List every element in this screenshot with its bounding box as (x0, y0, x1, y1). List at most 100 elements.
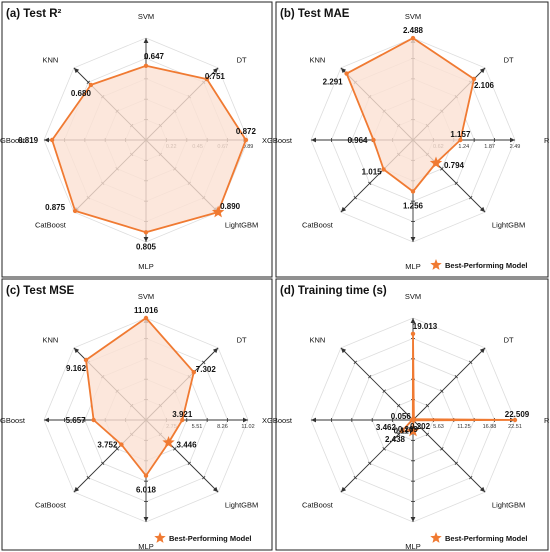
axis-arrowhead (44, 417, 49, 423)
radial-tick-label: 1.87 (484, 144, 495, 150)
axis-label-knn: KNN (309, 55, 325, 64)
value-label: 6.018 (136, 486, 157, 495)
chart-title: (b) Test MAE (280, 8, 350, 20)
axis-arrowhead (212, 67, 219, 74)
legend-star-icon (430, 532, 442, 543)
value-label: 2.106 (474, 81, 495, 90)
data-point (91, 417, 96, 423)
chart-title: (d) Training time (s) (280, 285, 387, 297)
axis-tick (454, 375, 458, 379)
value-label: 0.056 (391, 412, 412, 421)
data-point (410, 417, 415, 422)
axis-tick (368, 375, 372, 379)
legend-label: Best-Performing Model (445, 534, 528, 543)
data-point (512, 417, 518, 423)
axis-label-svm: SVM (405, 292, 421, 301)
axis-label-knn: KNN (309, 335, 325, 344)
radar-panel-1: 0.220.450.670.890.6470.7510.8720.8900.80… (0, 1, 287, 278)
axis-label-svm: SVM (138, 292, 154, 301)
data-point (410, 189, 416, 194)
axis-label-dt: DT (504, 55, 514, 64)
value-label: 2.438 (385, 435, 406, 444)
data-point (88, 82, 94, 88)
axis-arrowhead (44, 137, 49, 143)
axis-tick (86, 80, 90, 84)
data-point (72, 208, 78, 214)
axis-arrowhead (410, 318, 416, 323)
radial-tick-label: 8.26 (217, 424, 228, 430)
value-label: 19.013 (413, 322, 438, 331)
value-label: 9.162 (66, 364, 87, 373)
axis-tick (469, 476, 473, 480)
data-point (458, 137, 463, 143)
axis-arrowhead (73, 67, 80, 74)
chart-title: (a) Test R² (6, 8, 62, 20)
axis-arrowhead (479, 206, 486, 213)
axis-tick (368, 461, 372, 465)
axis-arrowhead (510, 137, 515, 143)
radar-panel-2: 0.621.241.872.492.4882.1061.1570.7941.25… (262, 1, 550, 278)
legend-star-icon (430, 259, 442, 270)
legend-star-icon (154, 532, 166, 543)
axis-label-knn: KNN (42, 55, 58, 64)
value-label: 0.890 (220, 202, 241, 211)
axis-label-lightgbm: LightGBM (492, 221, 525, 230)
value-label: 3.921 (172, 410, 193, 419)
axis-tick (440, 447, 444, 451)
axis-tick (425, 403, 430, 408)
data-point (191, 370, 196, 375)
axis-label-dt: DT (237, 55, 247, 64)
value-label: 3.446 (177, 441, 198, 450)
axis-spoke (412, 419, 486, 493)
axis-label-catboost: CatBoost (35, 221, 67, 230)
axis-tick (469, 360, 473, 364)
data-point (471, 76, 477, 82)
data-point (143, 315, 149, 321)
axis-tick (440, 167, 444, 171)
axis-tick (101, 461, 105, 465)
axis-tick (440, 389, 444, 393)
data-point (143, 63, 149, 68)
axis-label-xgboost: XGBoost (0, 136, 26, 145)
axis-label-svm: SVM (138, 12, 154, 21)
data-point (143, 230, 149, 235)
axis-label-mlp: MLP (405, 542, 420, 551)
radial-tick-label: 16.88 (483, 424, 497, 430)
axis-arrowhead (479, 347, 486, 354)
value-label: 0.794 (444, 161, 465, 170)
radial-tick-label: 5.63 (433, 424, 444, 430)
axis-tick (86, 476, 90, 480)
value-label: 7.302 (196, 365, 217, 374)
value-label: 0.269 (398, 425, 419, 434)
axis-tick (202, 360, 206, 364)
axis-arrowhead (340, 67, 347, 74)
value-label: 0.202 (410, 422, 431, 431)
best-model-marker (406, 424, 420, 437)
axis-tick (187, 461, 191, 465)
data-point (410, 331, 416, 336)
value-label: 0.647 (144, 52, 165, 61)
axis-tick (173, 447, 177, 451)
data-point (204, 76, 210, 82)
value-label: 1.256 (403, 201, 424, 210)
axis-arrowhead (311, 417, 316, 423)
data-point (119, 442, 124, 447)
axis-arrowhead (73, 486, 80, 493)
axis-tick (396, 432, 401, 437)
axis-label-lightgbm: LightGBM (225, 501, 258, 510)
best-model-marker (211, 205, 225, 218)
axis-label-rf: RF (544, 416, 550, 425)
axis-label-xgboost: XGBoost (0, 416, 26, 425)
legend-label: Best-Performing Model (169, 534, 252, 543)
axis-label-mlp: MLP (138, 542, 153, 551)
axis-arrowhead (340, 486, 347, 493)
axis-arrowhead (340, 347, 347, 354)
data-point (399, 428, 405, 434)
axis-tick (382, 389, 386, 393)
value-label: 3.752 (97, 441, 118, 450)
value-label: 0.680 (71, 89, 92, 98)
axis-tick (368, 181, 372, 185)
data-point (243, 137, 249, 143)
axis-tick (382, 447, 386, 451)
